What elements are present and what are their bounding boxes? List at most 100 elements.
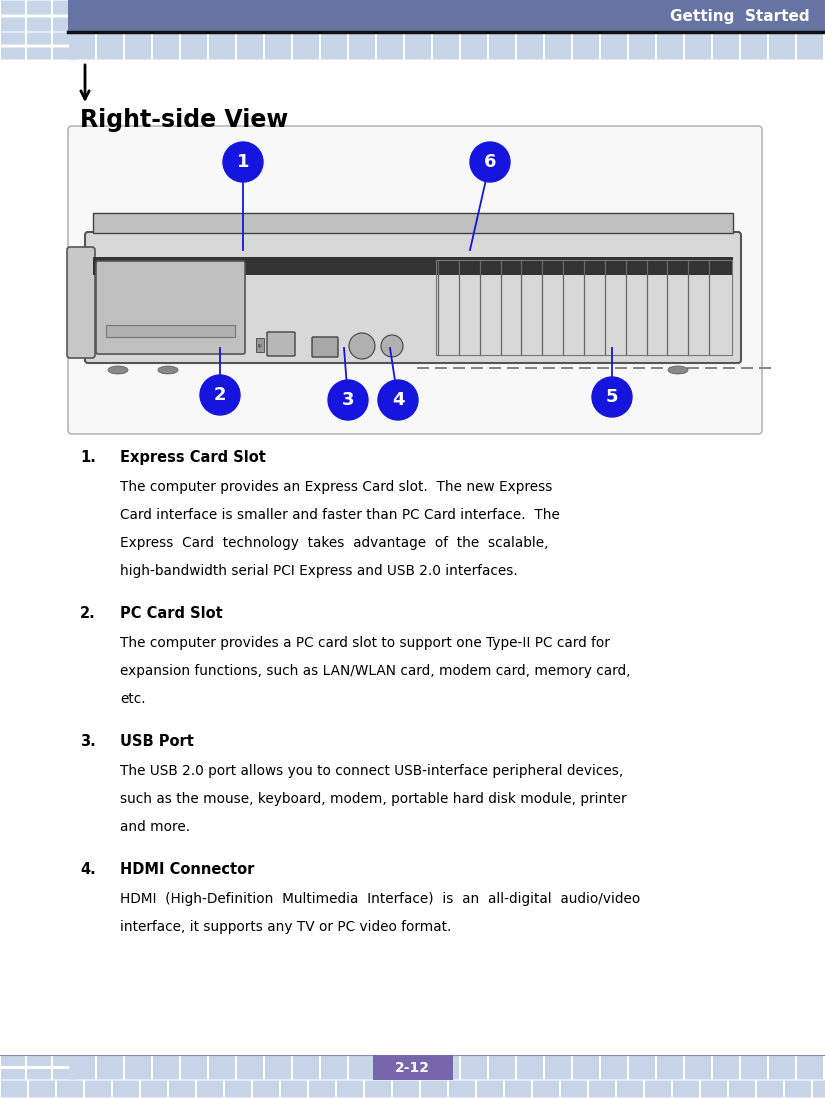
- FancyBboxPatch shape: [545, 1055, 571, 1079]
- FancyBboxPatch shape: [685, 1055, 711, 1079]
- Text: Express Card Slot: Express Card Slot: [120, 450, 266, 464]
- Text: and more.: and more.: [120, 820, 190, 834]
- FancyBboxPatch shape: [517, 1055, 543, 1079]
- Text: The USB 2.0 port allows you to connect USB-interface peripheral devices,: The USB 2.0 port allows you to connect U…: [120, 764, 623, 778]
- Circle shape: [381, 335, 403, 357]
- FancyBboxPatch shape: [673, 1080, 699, 1098]
- FancyBboxPatch shape: [405, 1055, 431, 1079]
- Text: USB Port: USB Port: [120, 733, 194, 749]
- FancyBboxPatch shape: [489, 1055, 515, 1079]
- FancyBboxPatch shape: [69, 1055, 95, 1079]
- FancyBboxPatch shape: [153, 33, 179, 59]
- FancyBboxPatch shape: [1, 47, 25, 59]
- FancyBboxPatch shape: [1, 1069, 25, 1079]
- FancyBboxPatch shape: [85, 1080, 111, 1098]
- FancyBboxPatch shape: [713, 1055, 739, 1079]
- FancyBboxPatch shape: [797, 1055, 823, 1079]
- FancyBboxPatch shape: [321, 33, 347, 59]
- Text: such as the mouse, keyboard, modem, portable hard disk module, printer: such as the mouse, keyboard, modem, port…: [120, 792, 627, 806]
- Circle shape: [470, 142, 510, 182]
- FancyBboxPatch shape: [97, 33, 123, 59]
- FancyBboxPatch shape: [365, 1080, 391, 1098]
- FancyBboxPatch shape: [545, 33, 571, 59]
- Text: 4.: 4.: [80, 862, 96, 877]
- Text: 3: 3: [342, 391, 354, 408]
- FancyBboxPatch shape: [741, 33, 767, 59]
- FancyBboxPatch shape: [141, 1080, 167, 1098]
- FancyBboxPatch shape: [657, 33, 683, 59]
- FancyBboxPatch shape: [629, 1055, 655, 1079]
- FancyBboxPatch shape: [225, 1080, 251, 1098]
- FancyBboxPatch shape: [1, 18, 25, 32]
- FancyBboxPatch shape: [125, 33, 151, 59]
- FancyBboxPatch shape: [197, 1080, 223, 1098]
- FancyBboxPatch shape: [53, 33, 77, 45]
- FancyBboxPatch shape: [57, 1080, 83, 1098]
- FancyBboxPatch shape: [153, 1055, 179, 1079]
- FancyBboxPatch shape: [27, 33, 51, 45]
- Text: HDMI  (High-Definition  Multimedia  Interface)  is  an  all-digital  audio/video: HDMI (High-Definition Multimedia Interfa…: [120, 892, 640, 906]
- FancyBboxPatch shape: [573, 33, 599, 59]
- Text: 1.: 1.: [80, 450, 96, 464]
- FancyBboxPatch shape: [53, 18, 77, 32]
- Bar: [436, 260, 732, 355]
- Bar: [256, 338, 264, 352]
- FancyBboxPatch shape: [701, 1080, 727, 1098]
- FancyBboxPatch shape: [169, 1080, 195, 1098]
- FancyBboxPatch shape: [68, 126, 762, 434]
- FancyBboxPatch shape: [27, 1055, 51, 1066]
- FancyBboxPatch shape: [405, 33, 431, 59]
- FancyBboxPatch shape: [421, 1080, 447, 1098]
- FancyBboxPatch shape: [237, 33, 263, 59]
- Ellipse shape: [108, 366, 128, 374]
- Circle shape: [200, 376, 240, 415]
- FancyBboxPatch shape: [209, 1055, 235, 1079]
- FancyBboxPatch shape: [533, 1080, 559, 1098]
- FancyBboxPatch shape: [377, 33, 403, 59]
- Bar: [93, 213, 733, 233]
- Circle shape: [223, 142, 263, 182]
- FancyBboxPatch shape: [433, 1055, 459, 1079]
- FancyBboxPatch shape: [53, 1055, 77, 1066]
- FancyBboxPatch shape: [265, 33, 291, 59]
- FancyBboxPatch shape: [293, 33, 319, 59]
- FancyBboxPatch shape: [685, 33, 711, 59]
- Text: PC Card Slot: PC Card Slot: [120, 606, 223, 621]
- FancyBboxPatch shape: [69, 33, 95, 59]
- FancyBboxPatch shape: [769, 1055, 795, 1079]
- FancyBboxPatch shape: [489, 33, 515, 59]
- FancyBboxPatch shape: [601, 1055, 627, 1079]
- FancyBboxPatch shape: [67, 247, 95, 358]
- Text: HDMI Connector: HDMI Connector: [120, 862, 254, 877]
- FancyBboxPatch shape: [349, 33, 375, 59]
- FancyBboxPatch shape: [433, 33, 459, 59]
- Ellipse shape: [668, 366, 688, 374]
- Text: 2-12: 2-12: [395, 1061, 430, 1075]
- Bar: [106, 325, 235, 337]
- FancyBboxPatch shape: [337, 1080, 363, 1098]
- FancyBboxPatch shape: [27, 47, 51, 59]
- FancyBboxPatch shape: [617, 1080, 643, 1098]
- FancyBboxPatch shape: [27, 18, 51, 32]
- Text: ψ: ψ: [258, 344, 262, 348]
- Text: 1: 1: [237, 153, 249, 171]
- Text: Express  Card  technology  takes  advantage  of  the  scalable,: Express Card technology takes advantage …: [120, 536, 549, 550]
- FancyBboxPatch shape: [349, 1055, 375, 1079]
- Bar: [373, 1055, 452, 1080]
- FancyBboxPatch shape: [561, 1080, 587, 1098]
- FancyBboxPatch shape: [181, 33, 207, 59]
- FancyBboxPatch shape: [461, 33, 487, 59]
- FancyBboxPatch shape: [645, 1080, 671, 1098]
- FancyBboxPatch shape: [449, 1080, 475, 1098]
- Text: etc.: etc.: [120, 692, 146, 706]
- FancyBboxPatch shape: [125, 1055, 151, 1079]
- FancyBboxPatch shape: [113, 1080, 139, 1098]
- FancyBboxPatch shape: [85, 232, 741, 363]
- FancyBboxPatch shape: [237, 1055, 263, 1079]
- Bar: [68, 0, 825, 32]
- FancyBboxPatch shape: [601, 33, 627, 59]
- FancyBboxPatch shape: [267, 332, 295, 356]
- Text: Right-side View: Right-side View: [80, 108, 288, 132]
- FancyBboxPatch shape: [97, 1055, 123, 1079]
- FancyBboxPatch shape: [321, 1055, 347, 1079]
